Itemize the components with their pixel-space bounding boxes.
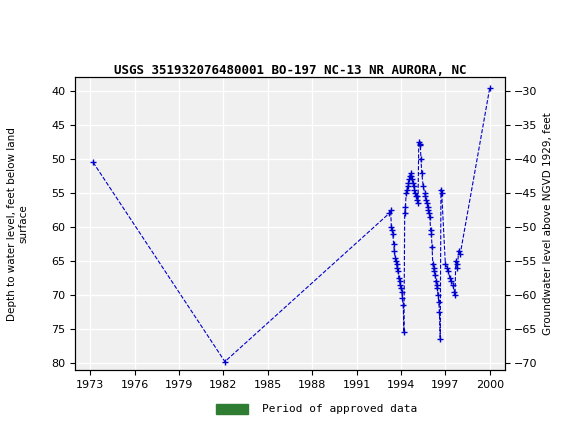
Text: USGS 351932076480001 BO-197 NC-13 NR AURORA, NC: USGS 351932076480001 BO-197 NC-13 NR AUR… bbox=[114, 64, 466, 77]
Bar bbox=[90, 370, 95, 377]
FancyArrow shape bbox=[216, 404, 248, 415]
Y-axis label: Depth to water level, feet below land
surface: Depth to water level, feet below land su… bbox=[6, 127, 28, 320]
Bar bbox=[487, 370, 491, 377]
Bar bbox=[386, 370, 460, 377]
Bar bbox=[222, 370, 226, 377]
Y-axis label: Groundwater level above NGVD 1929, feet: Groundwater level above NGVD 1929, feet bbox=[543, 112, 553, 335]
Text: ≡USGS: ≡USGS bbox=[12, 16, 70, 35]
Text: Period of approved data: Period of approved data bbox=[262, 404, 418, 414]
